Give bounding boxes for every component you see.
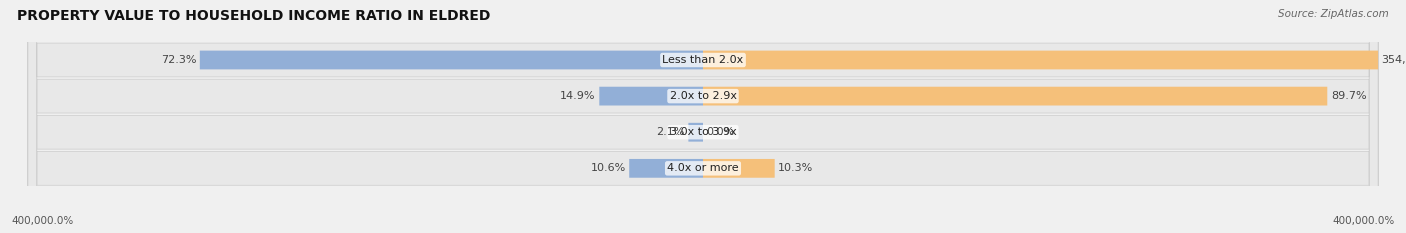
FancyBboxPatch shape <box>28 0 1378 233</box>
FancyBboxPatch shape <box>599 87 703 106</box>
Text: 89.7%: 89.7% <box>1330 91 1367 101</box>
Text: 4.0x or more: 4.0x or more <box>668 163 738 173</box>
Text: 2.1%: 2.1% <box>657 127 685 137</box>
Text: 10.3%: 10.3% <box>778 163 814 173</box>
Text: 400,000.0%: 400,000.0% <box>11 216 73 226</box>
Text: 10.6%: 10.6% <box>591 163 626 173</box>
Text: Less than 2.0x: Less than 2.0x <box>662 55 744 65</box>
Text: PROPERTY VALUE TO HOUSEHOLD INCOME RATIO IN ELDRED: PROPERTY VALUE TO HOUSEHOLD INCOME RATIO… <box>17 9 491 23</box>
Text: 2.0x to 2.9x: 2.0x to 2.9x <box>669 91 737 101</box>
FancyBboxPatch shape <box>28 0 1378 233</box>
FancyBboxPatch shape <box>689 123 703 142</box>
Text: 400,000.0%: 400,000.0% <box>1333 216 1395 226</box>
Text: 14.9%: 14.9% <box>561 91 596 101</box>
FancyBboxPatch shape <box>703 159 775 178</box>
FancyBboxPatch shape <box>630 159 703 178</box>
Text: Source: ZipAtlas.com: Source: ZipAtlas.com <box>1278 9 1389 19</box>
FancyBboxPatch shape <box>703 87 1327 106</box>
Text: 72.3%: 72.3% <box>160 55 197 65</box>
Text: 3.0x to 3.9x: 3.0x to 3.9x <box>669 127 737 137</box>
FancyBboxPatch shape <box>200 51 703 69</box>
FancyBboxPatch shape <box>703 51 1378 69</box>
Text: 354,310.3%: 354,310.3% <box>1382 55 1406 65</box>
FancyBboxPatch shape <box>28 0 1378 233</box>
FancyBboxPatch shape <box>28 0 1378 233</box>
Text: 0.0%: 0.0% <box>706 127 735 137</box>
